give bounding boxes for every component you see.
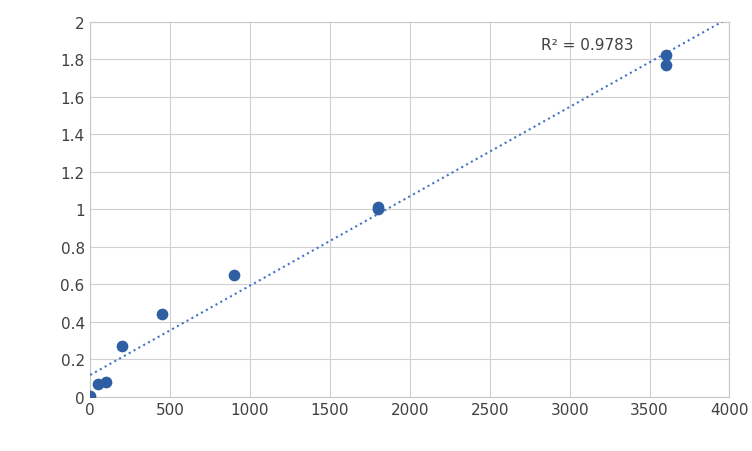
Point — [116, 343, 128, 350]
Point — [228, 272, 240, 279]
Point — [660, 53, 672, 60]
Point — [84, 392, 96, 400]
Point — [156, 311, 168, 318]
Point — [660, 62, 672, 69]
Text: R² = 0.9783: R² = 0.9783 — [541, 37, 633, 52]
Point — [371, 204, 384, 212]
Point — [100, 378, 112, 386]
Point — [92, 380, 105, 387]
Point — [371, 206, 384, 213]
